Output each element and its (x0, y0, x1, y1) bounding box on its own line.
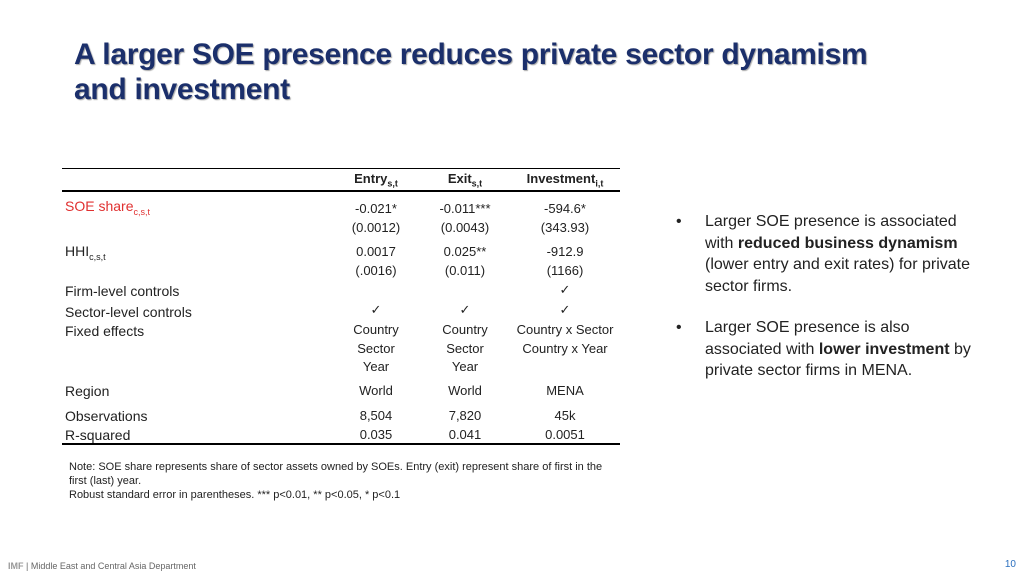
observations-investment: 45k (554, 408, 576, 423)
region-exit: World (448, 383, 482, 398)
footer-department: Middle East and Central Asia Department (30, 561, 196, 571)
row-label-rsquared: R-squared (65, 427, 131, 443)
bullet-marker: • (676, 213, 682, 230)
rsquared-exit: 0.041 (448, 427, 482, 442)
table-note-line-1: Note: SOE share represents share of sect… (69, 461, 603, 487)
hhi-se-investment: (1166) (546, 263, 584, 278)
header-investment: Investmenti,t (526, 171, 604, 189)
sector-controls-check-entry: ✓ (370, 302, 382, 317)
row-label-observations: Observations (65, 408, 148, 424)
bullet-investment: • Larger SOE presence is also associated … (676, 319, 971, 379)
observations-entry: 8,504 (359, 408, 393, 423)
page-title: A larger SOE presence reduces private se… (74, 38, 868, 106)
firm-controls-check-investment: ✓ (559, 282, 571, 297)
key-findings-list: • Larger SOE presence is associated with … (676, 211, 986, 402)
fe-exit-1: Country (442, 322, 488, 337)
fe-entry-1: Country (353, 322, 399, 337)
table-header-rule (62, 190, 620, 192)
table-note-line-2: Robust standard error in parentheses. **… (69, 489, 401, 501)
soe-coef-investment: -594.6* (544, 201, 586, 216)
fe-entry-3: Year (362, 359, 390, 374)
region-entry: World (359, 383, 393, 398)
hhi-coef-investment: -912.9 (546, 244, 584, 259)
imf-logo-text: IMF (8, 561, 24, 571)
rsquared-entry: 0.035 (359, 427, 393, 442)
fe-investment-1: Country x Sector (516, 322, 614, 337)
row-label-fixed-effects: Fixed effects (65, 323, 145, 339)
soe-coef-entry: -0.021* (355, 201, 397, 216)
rsquared-investment: 0.0051 (545, 427, 585, 442)
hhi-coef-entry: 0.0017 (356, 244, 396, 259)
soe-se-exit: (0.0043) (440, 220, 490, 235)
footer: IMF | Middle East and Central Asia Depar… (8, 561, 196, 571)
hhi-coef-exit: 0.025** (443, 244, 487, 259)
table-note: Note: SOE share represents share of sect… (69, 460, 609, 502)
fe-exit-3: Year (451, 359, 479, 374)
fe-exit-2: Sector (446, 341, 484, 356)
soe-coef-exit: -0.011*** (439, 201, 491, 216)
page-number: 10 (1004, 559, 1016, 570)
fe-investment-2: Country x Year (522, 341, 608, 356)
regression-table: Entrys,t Exits,t Investmenti,t SOE share… (62, 168, 620, 446)
row-label-sector-controls: Sector-level controls (65, 304, 192, 320)
header-entry: Entrys,t (354, 171, 398, 189)
soe-se-entry: (0.0012) (351, 220, 401, 235)
sector-controls-check-exit: ✓ (459, 302, 471, 317)
table-top-rule (62, 168, 620, 169)
bullet-dynamism: • Larger SOE presence is associated with … (676, 213, 970, 295)
region-investment: MENA (546, 383, 584, 398)
observations-exit: 7,820 (448, 408, 482, 423)
hhi-se-exit: (0.011) (444, 263, 486, 278)
row-label-soe-share: SOE sharec,s,t (65, 198, 150, 217)
row-label-region: Region (65, 383, 110, 399)
row-label-firm-controls: Firm-level controls (65, 283, 180, 299)
sector-controls-check-investment: ✓ (559, 302, 571, 317)
header-exit: Exits,t (447, 171, 483, 189)
bullet-marker: • (676, 319, 682, 336)
fe-entry-2: Sector (357, 341, 395, 356)
hhi-se-entry: (.0016) (355, 263, 397, 278)
soe-se-investment: (343.93) (540, 220, 590, 235)
table-bottom-rule (62, 443, 620, 445)
row-label-hhi: HHIc,s,t (65, 243, 106, 262)
